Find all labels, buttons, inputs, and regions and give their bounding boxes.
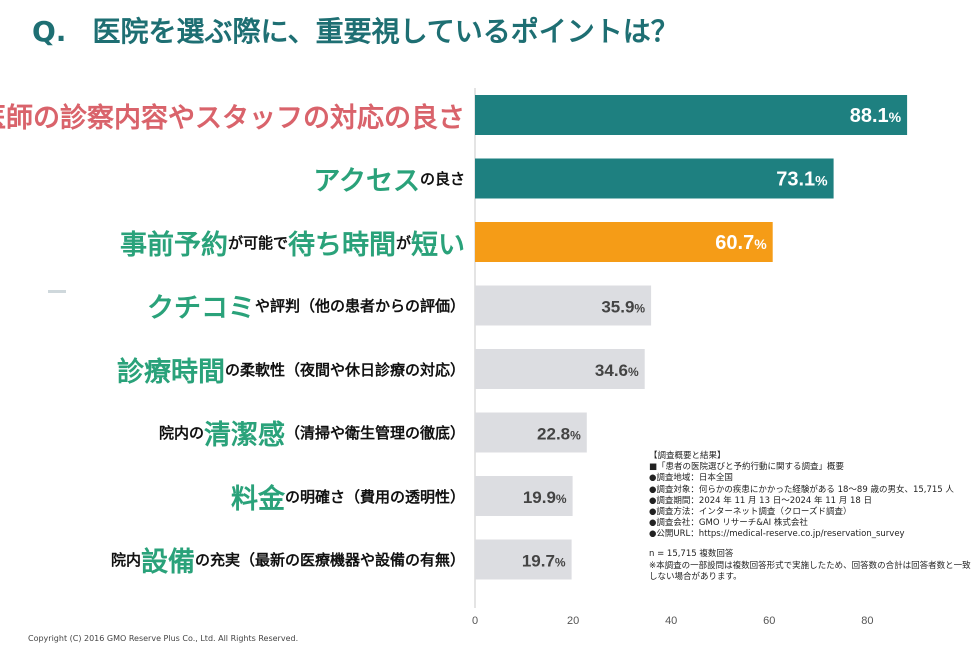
x-tick-label: 0 [472,615,478,627]
x-tick-label: 20 [567,615,579,627]
bar [475,285,652,326]
question-prefix: Q. [32,15,67,48]
category-label: クチコミ や評判（他の患者からの評価） [147,286,465,326]
summary-line: ■「患者の医院選びと予約行動に関する調査」概要 [649,462,845,473]
survey-summary: 【調査概要と結果】 ■「患者の医院選びと予約行動に関する調査」概要 ●調査地域：日本… [649,451,954,541]
category-label-part: 事前予約 [119,229,228,261]
summary-line: ●調査地域：日本全国 [649,473,733,484]
category-label-part: の充実（最新の医療機器や設備の有無） [194,551,465,569]
category-label-part: クチコミ [146,293,255,324]
x-tick-label: 80 [861,615,873,627]
bar [475,95,908,135]
category-label: 院内 設備 の充実（最新の医療機器や設備の有無） [111,540,465,580]
bar-value-label: 35.9% [601,298,645,317]
category-label: 医師の診察内容やスタッフの対応の良さ [0,95,465,135]
category-label-part: 診療時間 [116,356,225,388]
category-label-part: 設備 [140,547,195,578]
bar-value-label: 60.7% [715,232,767,254]
category-label-part: の明確さ（費用の透明性） [284,487,465,506]
category-label: アクセス の良さ [313,159,465,199]
category-label-part: 待ち時間 [287,229,396,261]
bar-value-label: 22.8% [537,425,581,444]
bar [475,349,645,389]
summary-line: 【調査概要と結果】 [649,451,726,461]
survey-notes: n = 15,715 複数回答 ※本調査の一部設問は複数回答形式で実施したため、… [649,549,971,584]
category-label-part: 医師の診察内容やスタッフの対応の良さ [0,102,465,134]
bar-value-label: 73.1% [776,169,828,191]
summary-line: ●調査対象：何らかの疾患にかかった経験がある 18〜89 歳の男女、15,715… [649,484,954,495]
summary-line: ●調査会社：GMO リサーチ&AI 株式会社 [649,518,808,529]
category-label-part: 短い [411,229,465,261]
category-label-part: の良さ [419,170,465,188]
bar-value-label: 34.6% [595,361,639,380]
bar [475,222,773,262]
category-label-part: 清潔感 [203,420,285,451]
category-label-part: や評判（他の患者からの評価） [254,297,465,315]
bar-value-label: 19.9% [523,488,567,507]
bar [475,158,834,199]
bar-value-label: 19.7% [522,552,566,571]
category-label: 院内の 清潔感 （清掃や衛生管理の徹底） [159,413,465,453]
category-label: 事前予約 が可能で 待ち時間が短い [120,222,465,262]
summary-line: ●公開URL：https://medical-reserve.co.jp/res… [649,529,905,540]
category-label-part: （清掃や衛生管理の徹底） [284,424,465,442]
x-tick-label: 40 [665,615,677,627]
category-label-part: 院内 [110,551,141,569]
bar [475,539,572,580]
page-title: Q. 医院を選ぶ際に、重要視しているポイントは？ [32,10,679,50]
caveat-text: ※本調査の一部設問は複数回答形式で実施したため、回答数の合計は回答者数と一致しな… [649,560,971,583]
sample-size: n = 15,715 複数回答 [649,549,734,559]
x-tick-label: 60 [763,615,775,627]
summary-line: ●調査方法：インターネット調査（クローズド調査） [649,507,852,518]
summary-line: ●調査期間：2024 年 11 月 13 日〜2024 年 11 月 18 日 [649,495,872,506]
category-label-part: 料金 [230,483,285,515]
bar-value-label: 88.1% [850,105,902,127]
category-label: 診療時間 の柔軟性（夜間や休日診療の対応） [117,349,465,389]
question-text: 医院を選ぶ際に、重要視しているポイントは？ [92,15,679,48]
decorative-dash [48,290,66,293]
category-label-part: の柔軟性（夜間や休日診療の対応） [224,360,465,379]
bar [475,412,587,453]
category-label-part: が可能で [227,233,288,252]
category-label: 料金 の明確さ（費用の透明性） [231,476,465,516]
copyright: Copyright (C) 2016 GMO Reserve Plus Co.,… [28,634,299,643]
category-label-part: 院内の [158,424,204,442]
category-label-part: アクセス [313,166,420,197]
category-label-part: が [395,233,411,252]
bar [475,476,573,516]
